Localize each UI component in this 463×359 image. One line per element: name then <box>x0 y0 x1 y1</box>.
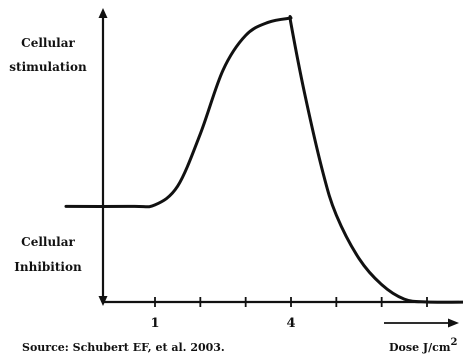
y-axis-arrow-top <box>98 8 108 18</box>
y-label-stimulation: Cellular stimulation <box>9 36 87 74</box>
x-axis-label-text: Dose J/cm <box>389 341 451 354</box>
y-label-inhibition-line2: Inhibition <box>14 260 82 274</box>
x-axis-label: Dose J/cm2 <box>389 337 457 354</box>
y-label-stimulation-line2: stimulation <box>9 60 87 74</box>
source-note: Source: Schubert EF, et al. 2003. <box>22 341 225 354</box>
y-label-inhibition-line1: Cellular <box>21 235 75 249</box>
x-tick-label-4: 4 <box>286 316 295 331</box>
y-axis <box>98 8 108 306</box>
series-line <box>64 15 463 304</box>
dose-arrow <box>384 318 459 328</box>
y-label-inhibition: Cellular Inhibition <box>14 235 82 274</box>
x-axis-label-superscript: 2 <box>450 337 457 348</box>
dose-arrow-head <box>448 318 459 328</box>
x-tick-label-1: 1 <box>150 316 159 331</box>
y-label-stimulation-line1: Cellular <box>21 36 75 50</box>
